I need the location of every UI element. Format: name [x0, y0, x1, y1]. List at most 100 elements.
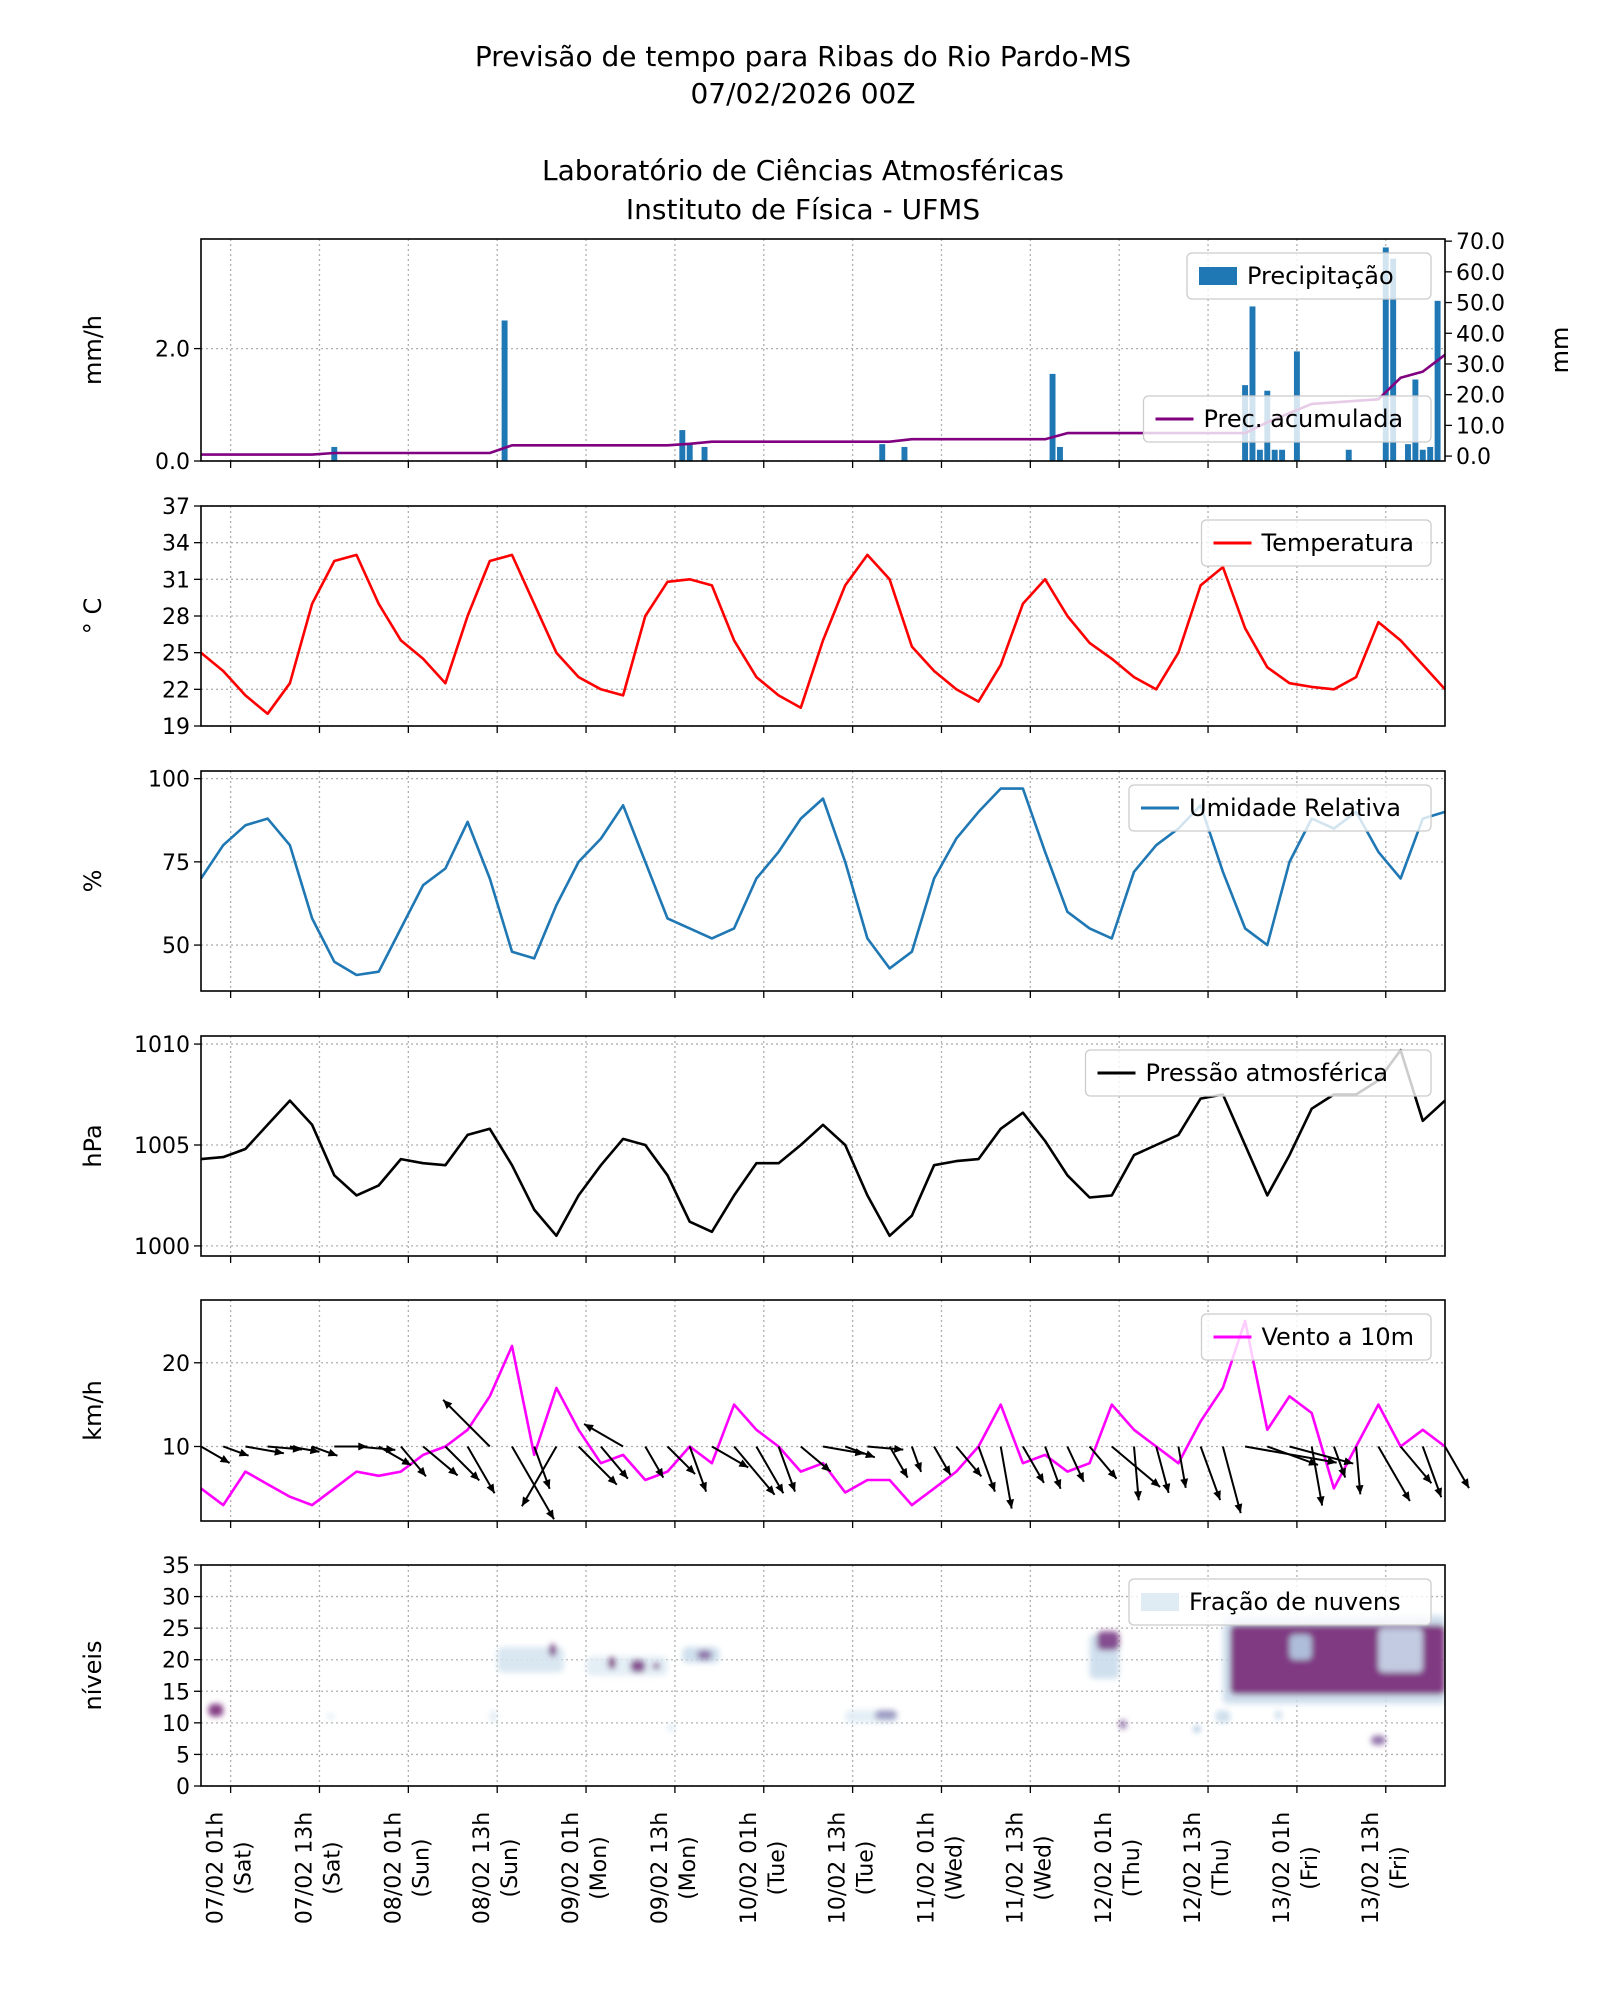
- x-tick-label: 09/02 13h (Mon): [648, 1812, 701, 1924]
- plot-frame: [200, 505, 1446, 727]
- x-tick-date: 12/02 01h: [1092, 1812, 1117, 1924]
- cloud-patch: [608, 1656, 616, 1670]
- legend-label: Precipitação: [1247, 262, 1394, 290]
- precipitation-bar: [901, 446, 908, 461]
- y-axis-label: níveis: [79, 1640, 107, 1710]
- y-tick-label: 20: [162, 1352, 190, 1377]
- pressure-panel: 1000 1005 1010 hPa Pressão atmosférica: [79, 1033, 1446, 1263]
- legend-label: Prec. acumulada: [1204, 405, 1404, 433]
- wind-arrow-head: [1213, 1490, 1221, 1501]
- wind-arrow: [999, 1446, 1015, 1509]
- wind-arrow: [1066, 1446, 1085, 1483]
- precipitation-bar: [501, 320, 508, 461]
- wind-arrow: [1355, 1446, 1364, 1495]
- legend-label: Fração de nuvens: [1189, 1588, 1401, 1616]
- y-tick-label: 10: [162, 1435, 190, 1460]
- legend-box: [1128, 1578, 1432, 1626]
- humidity-panel: 50 75 100% Umidade Relativa: [79, 768, 1446, 998]
- wind-arrow: [800, 1445, 832, 1473]
- wind-arrow-head: [1434, 1487, 1442, 1498]
- wind-arrow: [1221, 1446, 1243, 1514]
- precipitation-bar: [686, 444, 693, 461]
- wind-arrow: [955, 1445, 983, 1478]
- wind-arrow: [910, 1446, 923, 1473]
- humidity-line: [199, 787, 1446, 977]
- cloud-panel: 0 5 10 15 20 25 30 35 níveis Fração de nuvens 07/0…: [79, 1554, 1446, 1924]
- x-tick-date: 08/02 13h: [470, 1812, 495, 1924]
- wind-arrow-head: [1035, 1473, 1044, 1483]
- wind-arrow-shaft: [1377, 1445, 1411, 1502]
- y-tick-label: 10: [162, 1712, 190, 1737]
- wind-arrow-head: [864, 1450, 875, 1458]
- wind-arrow-head: [219, 1455, 230, 1463]
- plot-frame: [200, 1299, 1446, 1522]
- wind-arrow: [1177, 1446, 1189, 1489]
- wind-arrow-head: [1107, 1469, 1117, 1479]
- wind-arrow-head: [327, 1448, 338, 1457]
- x-tick-weekday: (Mon): [676, 1836, 701, 1900]
- legend: Temperatura: [1200, 519, 1432, 567]
- legend: Prec. acumulada: [1142, 395, 1432, 443]
- wind-arrow: [1421, 1446, 1443, 1498]
- x-tick-label: 09/02 01h (Mon): [559, 1812, 612, 1924]
- legend-label: Vento a 10m: [1262, 1323, 1415, 1351]
- y-tick-label: 15: [162, 1680, 190, 1705]
- wind-arrow: [1266, 1445, 1319, 1466]
- wind-arrow: [289, 1445, 320, 1455]
- wind-arrow-head: [1338, 1467, 1346, 1478]
- y-right-tick-label: 0.0: [1456, 445, 1491, 470]
- legend: Umidade Relativa: [1128, 784, 1432, 832]
- wind-arrow: [245, 1445, 285, 1456]
- x-tick-date: 09/02 13h: [648, 1812, 673, 1924]
- legend-box: [1084, 1049, 1432, 1097]
- x-tick-label: 11/02 13h (Wed): [1003, 1812, 1056, 1924]
- wind-arrow-head: [619, 1469, 628, 1479]
- precipitation-bar: [1345, 449, 1352, 461]
- precipitation-bar: [1279, 449, 1286, 461]
- x-tick-date: 07/02 13h: [292, 1812, 317, 1924]
- wind-arrow: [600, 1445, 629, 1480]
- wind-arrow: [867, 1444, 904, 1453]
- y-tick-label: 30: [162, 1586, 190, 1611]
- x-tick-label: 07/02 01h (Sat): [204, 1812, 257, 1924]
- precipitation-bar: [1056, 446, 1063, 461]
- legend-box: [1142, 395, 1432, 443]
- y-tick-label: 2.0: [155, 338, 190, 363]
- plot-frame: [200, 1035, 1446, 1257]
- wind-arrow-head: [607, 1475, 617, 1485]
- x-tick-date: 09/02 01h: [559, 1812, 584, 1924]
- wind-arrow-head: [401, 1457, 412, 1466]
- legend-box: [1200, 1313, 1432, 1361]
- precipitation-bar: [1249, 306, 1256, 461]
- y-axis-label: hPa: [79, 1124, 107, 1167]
- legend-box: [1200, 519, 1432, 567]
- precipitation-bar: [1271, 449, 1278, 461]
- y-tick-label: 19: [162, 715, 190, 740]
- wind-panel: 10 20 km/h Vento a 10m: [79, 1299, 1470, 1528]
- y-tick-label: 1010: [134, 1033, 190, 1058]
- y-right-tick-label: 40.0: [1456, 322, 1505, 347]
- x-tick-weekday: (Wed): [1031, 1835, 1056, 1900]
- legend-box: [1128, 784, 1432, 832]
- wind-arrow-head: [1355, 1484, 1364, 1495]
- wind-arrow: [1199, 1446, 1222, 1501]
- legend: Fração de nuvens: [1128, 1578, 1432, 1626]
- wind-arrow-head: [274, 1447, 284, 1456]
- y-right-tick-label: 30.0: [1456, 353, 1505, 378]
- wind-arrow-head: [486, 1483, 495, 1494]
- precipitation-bar: [1434, 300, 1441, 461]
- precipitation-panel: 0.0 2.0 mm/h 0.0 10.0 20.0 30.0 40.0 50.0 60.0 70.…: [79, 230, 1574, 475]
- panels: 0.0 2.0 mm/h 0.0 10.0 20.0 30.0 40.0 50.0 60.0 70.…: [79, 230, 1574, 1924]
- wind-arrow-head: [788, 1481, 796, 1492]
- wind-arrow-head: [738, 1459, 749, 1468]
- wind-arrow-head: [584, 1423, 594, 1432]
- y-right-tick-label: 50.0: [1456, 292, 1505, 317]
- wind-arrow-head: [972, 1466, 982, 1477]
- cloud-patch: [489, 1710, 498, 1723]
- cloud-patch: [326, 1713, 335, 1720]
- x-tick-weekday: (Fri): [1298, 1846, 1323, 1889]
- y-tick-label: 37: [162, 495, 190, 520]
- wind-arrow: [1332, 1446, 1347, 1478]
- wind-arrow-head: [1006, 1498, 1015, 1509]
- y-tick-label: 31: [162, 568, 190, 593]
